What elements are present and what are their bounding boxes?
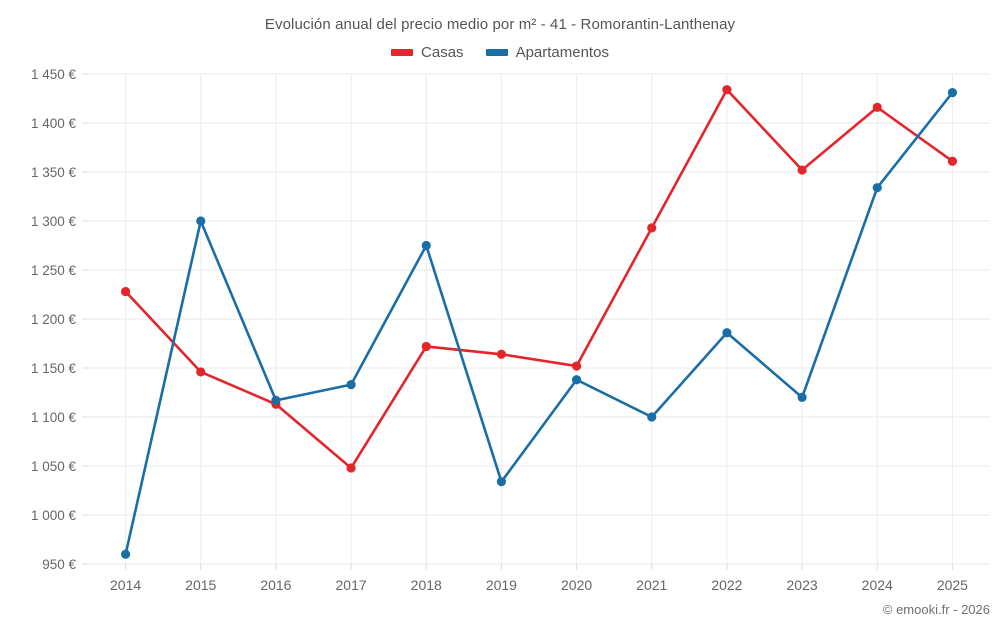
data-point-apartamentos-2019[interactable] [496,477,507,487]
y-axis-tick-label: 1 400 € [31,116,77,131]
data-point-apartamentos-2017[interactable] [346,380,356,390]
data-point-casas-2018[interactable] [421,341,431,352]
chart-title: Evolución anual del precio medio por m² … [264,16,736,33]
x-axis-tick-label: 2024 [862,577,893,593]
x-axis-tick-label: 2018 [411,577,442,593]
data-point-casas-2014[interactable] [120,286,131,297]
data-point-casas-2022[interactable] [722,85,732,95]
legend-label-apartamentos: Apartamentos [515,44,609,61]
data-point-casas-2017[interactable] [346,463,356,473]
y-axis-tick-label: 1 200 € [31,312,77,327]
y-axis-tick-label: 950 € [42,557,76,572]
data-point-apartamentos-2020[interactable] [571,375,582,385]
y-axis-tick-label: 1 150 € [31,361,77,376]
data-point-casas-2021[interactable] [647,223,657,233]
data-point-apartamentos-2014[interactable] [120,549,131,559]
data-point-casas-2025[interactable] [947,156,958,166]
x-axis-tick-label: 2020 [561,577,592,593]
x-axis-tick-label: 2021 [636,577,667,593]
x-axis-tick-label: 2025 [937,577,968,593]
y-axis-tick-label: 1 450 € [31,67,77,82]
legend-item-apartamentos[interactable]: Apartamentos [485,44,609,61]
y-axis-tick-label: 1 250 € [31,263,77,278]
y-axis-tick-label: 1 100 € [31,410,77,425]
y-axis-tick-label: 1 300 € [31,214,77,229]
data-point-apartamentos-2022[interactable] [722,328,732,338]
series-line-casas [124,88,954,470]
series-line-apartamentos [124,91,954,556]
data-point-apartamentos-2023[interactable] [797,392,807,402]
y-axis-tick-label: 1 350 € [31,165,77,180]
x-axis-tick-label: 2015 [185,577,216,593]
x-axis-tick-label: 2014 [110,577,141,593]
data-point-casas-2023[interactable] [797,165,807,175]
x-axis-tick-label: 2016 [260,577,291,593]
copyright-credit: © emooki.fr - 2026 [882,602,990,617]
chart-legend: Casas Apartamentos [0,44,1000,61]
data-point-casas-2015[interactable] [196,367,206,377]
data-point-apartamentos-2025[interactable] [947,88,958,98]
data-point-casas-2020[interactable] [571,361,582,371]
x-axis-tick-label: 2019 [486,577,517,593]
legend-color-swatch-casas [391,49,414,56]
data-point-apartamentos-2015[interactable] [196,216,206,226]
data-point-apartamentos-2024[interactable] [872,183,882,193]
x-axis-tick-label: 2022 [711,577,742,593]
y-axis-tick-label: 1 050 € [31,459,77,474]
data-point-apartamentos-2016[interactable] [271,395,281,405]
data-point-apartamentos-2018[interactable] [421,240,431,251]
data-point-apartamentos-2021[interactable] [647,412,657,422]
data-point-casas-2019[interactable] [496,349,507,359]
legend-color-swatch-apartamentos [485,49,508,56]
legend-item-casas[interactable]: Casas [391,44,464,61]
legend-label-casas: Casas [421,44,464,61]
x-axis-tick-label: 2017 [336,577,367,593]
x-axis-tick-label: 2023 [787,577,818,593]
data-point-casas-2024[interactable] [872,102,882,112]
y-axis-tick-label: 1 000 € [31,508,77,523]
